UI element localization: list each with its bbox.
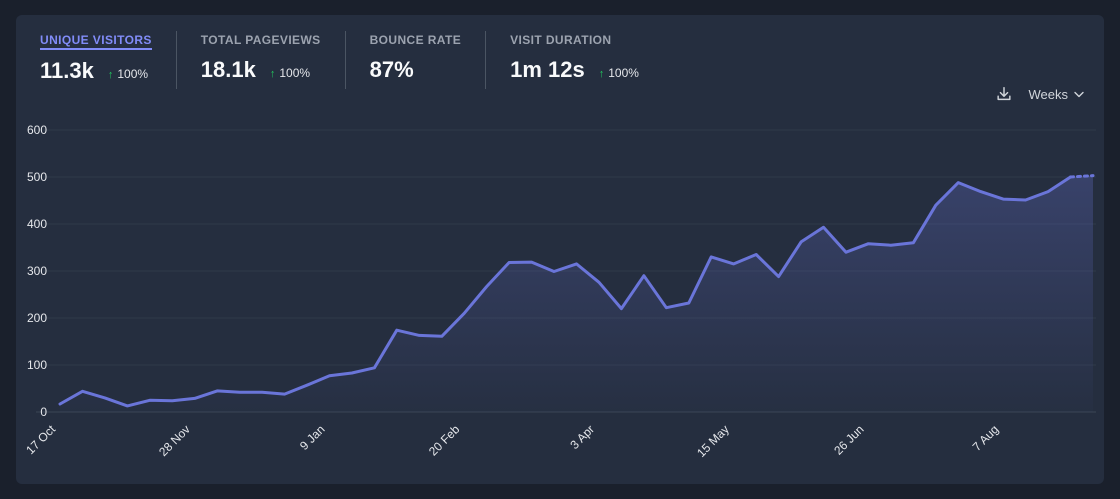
stat-label[interactable]: BOUNCE RATE xyxy=(369,33,462,47)
data-point[interactable] xyxy=(527,257,537,267)
stat-total-pageviews[interactable]: TOTAL PAGEVIEWS 18.1k ↑ 100% xyxy=(175,31,345,89)
data-point[interactable] xyxy=(774,272,784,282)
data-point[interactable] xyxy=(1043,187,1053,197)
visitors-chart: 0 100 200 300 400 500 600 17 Oct 28 Nov 9 Jan 20 … xyxy=(23,123,1098,460)
data-point[interactable] xyxy=(235,387,245,397)
y-tick-label: 500 xyxy=(27,170,47,184)
stat-change: ↑ 100% xyxy=(269,66,311,80)
interval-label: Weeks xyxy=(1028,86,1069,102)
stat-label[interactable]: TOTAL PAGEVIEWS xyxy=(200,33,321,47)
data-point[interactable] xyxy=(167,396,177,406)
series-line xyxy=(58,175,1072,408)
data-point[interactable] xyxy=(1066,172,1076,182)
arrow-up-icon: ↑ xyxy=(269,68,276,80)
data-point[interactable] xyxy=(482,282,492,292)
x-tick-label: 7 Aug xyxy=(970,422,1002,454)
y-tick-label: 300 xyxy=(27,264,47,278)
stat-label[interactable]: VISIT DURATION xyxy=(510,33,612,47)
stat-label[interactable]: UNIQUE VISITORS xyxy=(40,33,152,50)
x-tick-label: 3 Apr xyxy=(567,422,597,452)
data-point[interactable] xyxy=(953,178,963,188)
data-point[interactable] xyxy=(594,277,604,287)
data-point[interactable] xyxy=(549,266,559,276)
stat-bounce-rate[interactable]: BOUNCE RATE 87% xyxy=(344,31,486,89)
stat-value: 18.1k xyxy=(200,57,256,82)
x-tick-label: 15 May xyxy=(694,422,732,460)
data-point[interactable] xyxy=(998,194,1008,204)
data-point[interactable] xyxy=(347,368,357,378)
dashboard-panel: 0 100 200 300 400 500 600 17 Oct 28 Nov 9 Jan 20 … xyxy=(16,15,1104,484)
data-point[interactable] xyxy=(190,393,200,403)
data-point[interactable] xyxy=(616,304,626,314)
stat-unique-visitors[interactable]: UNIQUE VISITORS 11.3k ↑ 100% xyxy=(16,31,176,89)
data-point[interactable] xyxy=(976,187,986,197)
y-tick-label: 400 xyxy=(27,217,47,231)
data-point[interactable] xyxy=(706,252,716,262)
data-point[interactable] xyxy=(661,303,671,313)
data-point[interactable] xyxy=(751,250,761,260)
data-point[interactable] xyxy=(212,386,222,396)
data-point[interactable] xyxy=(729,259,739,269)
y-tick-label: 0 xyxy=(40,405,47,419)
data-point[interactable] xyxy=(639,271,649,281)
x-tick-label: 26 Jun xyxy=(831,422,866,457)
data-point[interactable] xyxy=(369,363,379,373)
data-point[interactable] xyxy=(819,222,829,232)
data-point[interactable] xyxy=(55,399,65,409)
stat-change: ↑ 100% xyxy=(598,66,639,80)
x-tick-label: 20 Feb xyxy=(426,422,463,459)
download-icon[interactable] xyxy=(995,85,1013,103)
data-point[interactable] xyxy=(414,330,424,340)
x-tick-label: 17 Oct xyxy=(23,422,58,457)
data-point[interactable] xyxy=(324,371,334,381)
chart-controls: Weeks xyxy=(995,85,1085,103)
interval-select[interactable]: Weeks xyxy=(1029,87,1085,102)
stat-change: ↑ 100% xyxy=(107,67,149,81)
data-point[interactable] xyxy=(100,393,110,403)
data-point[interactable] xyxy=(504,258,514,268)
x-tick-label: 9 Jan xyxy=(297,422,328,453)
data-point[interactable] xyxy=(257,387,267,397)
data-point[interactable] xyxy=(863,239,873,249)
y-tick-label: 600 xyxy=(27,123,47,137)
chevron-down-icon xyxy=(1074,91,1084,97)
data-point[interactable] xyxy=(280,389,290,399)
stat-value: 87% xyxy=(369,57,414,82)
data-point[interactable] xyxy=(841,247,851,257)
stat-value: 1m 12s xyxy=(510,57,585,82)
data-point[interactable] xyxy=(1088,171,1098,181)
data-point[interactable] xyxy=(796,237,806,247)
top-stats: UNIQUE VISITORS 11.3k ↑ 100% TOTAL PAGEVI… xyxy=(16,31,663,89)
y-tick-label: 200 xyxy=(27,311,47,325)
arrow-up-icon: ↑ xyxy=(107,69,114,81)
data-point[interactable] xyxy=(931,200,941,210)
data-point[interactable] xyxy=(908,238,918,248)
data-point[interactable] xyxy=(392,325,402,335)
data-point[interactable] xyxy=(572,259,582,269)
data-point[interactable] xyxy=(122,401,132,411)
data-point[interactable] xyxy=(886,240,896,250)
data-point[interactable] xyxy=(145,395,155,405)
x-tick-label: 28 Nov xyxy=(156,422,193,459)
data-point[interactable] xyxy=(302,380,312,390)
stat-visit-duration[interactable]: VISIT DURATION 1m 12s ↑ 100% xyxy=(485,31,663,89)
data-point[interactable] xyxy=(77,386,87,396)
y-tick-label: 100 xyxy=(27,358,47,372)
stat-value: 11.3k xyxy=(40,58,94,83)
data-point[interactable] xyxy=(459,308,469,318)
data-point[interactable] xyxy=(684,298,694,308)
data-point[interactable] xyxy=(437,331,447,341)
arrow-up-icon: ↑ xyxy=(598,68,605,80)
data-point[interactable] xyxy=(1021,195,1031,205)
series-area xyxy=(60,175,1093,412)
series-line-incomplete xyxy=(1069,174,1095,179)
